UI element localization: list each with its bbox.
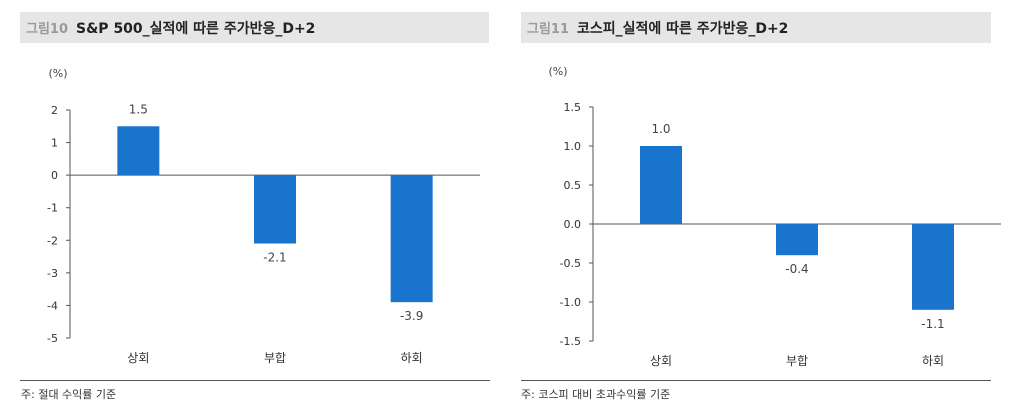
y-tick-label: 1.0: [564, 140, 582, 153]
y-tick-label: 0: [51, 169, 58, 182]
y-tick-label: -5: [47, 332, 58, 345]
y-tick-label: -2: [47, 234, 58, 247]
bar: [776, 224, 818, 256]
x-category-label: 하회: [401, 351, 423, 365]
footnote: 주: 절대 수익률 기준: [21, 388, 117, 401]
y-tick-label: 0.0: [564, 218, 582, 231]
footnote-divider: [521, 380, 991, 381]
chart-panel-sp500: 그림10 S&P 500_실적에 따른 주가반응_D+2 (%) 2 1 0 -1 -2 -…: [0, 0, 490, 407]
bar: [117, 126, 160, 176]
chart-panel-kospi: 그림11 코스피_실적에 따른 주가반응_D+2 (%) 1.5 1.0 0.5 0.0…: [521, 0, 1012, 407]
data-label: -2.1: [263, 251, 286, 265]
figure-title: S&P 500_실적에 따른 주가반응_D+2: [76, 20, 316, 37]
y-tick-label: 1.5: [564, 101, 582, 114]
figure-title: 코스피_실적에 따른 주가반응_D+2: [577, 20, 789, 37]
y-tick-label: -1: [47, 202, 58, 215]
bar-chart-kospi: (%) 1.5 1.0 0.5 0.0 -0.5 -1.0 -1.5 1.0 상회 -0.4 부합 -1…: [548, 65, 1001, 368]
figure-title-bar: 그림11 코스피_실적에 따른 주가반응_D+2: [521, 12, 991, 43]
y-tick-label: -1.5: [560, 335, 581, 348]
figure-number: 그림10: [26, 22, 69, 37]
data-label: -0.4: [785, 262, 808, 276]
y-tick-label: 1: [51, 137, 58, 150]
data-label: 1.0: [651, 122, 670, 136]
x-category-label: 하회: [922, 354, 944, 368]
y-tick-label: 2: [51, 104, 58, 117]
footnote: 주: 코스피 대비 초과수익률 기준: [521, 388, 671, 401]
bar: [390, 175, 433, 303]
data-label: -1.1: [921, 317, 944, 331]
y-tick-label: -1.0: [560, 296, 581, 309]
y-tick-label: -4: [47, 299, 58, 312]
bar: [640, 146, 682, 224]
bar: [912, 224, 954, 310]
bar-chart-sp500: (%) 2 1 0 -1 -2 -3 -4 -5 1.5 상회 -2.1 부합 -3.9 하회: [47, 67, 480, 365]
y-tick-label: -0.5: [560, 257, 581, 270]
figure-title-bar: 그림10 S&P 500_실적에 따른 주가반응_D+2: [20, 12, 489, 43]
y-axis-unit: (%): [548, 65, 567, 78]
data-label: 1.5: [129, 102, 148, 116]
x-category-label: 부합: [786, 354, 808, 368]
figure-number: 그림11: [527, 22, 570, 37]
y-axis-unit: (%): [48, 67, 67, 80]
bar: [254, 175, 296, 244]
y-tick-label: -3: [47, 267, 58, 280]
footnote-divider: [20, 380, 490, 381]
x-category-label: 상회: [127, 351, 149, 365]
y-tick-label: 0.5: [564, 179, 582, 192]
x-category-label: 부합: [264, 351, 286, 365]
data-label: -3.9: [400, 309, 423, 323]
x-category-label: 상회: [650, 354, 672, 368]
